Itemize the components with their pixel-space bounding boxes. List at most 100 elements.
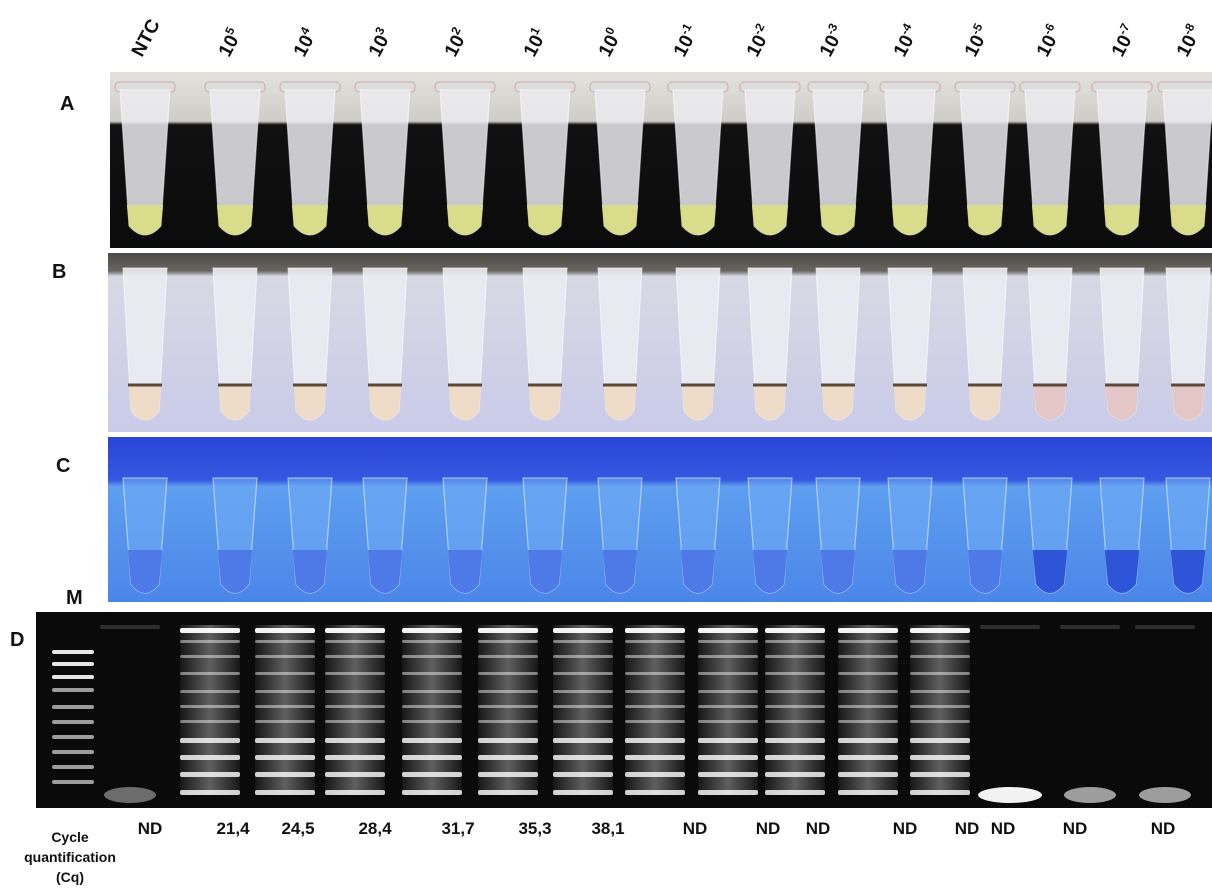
gel-lane [325,625,385,795]
gel-band [325,705,385,708]
gel-band [553,628,613,633]
gel-band [255,690,315,693]
gel-band [553,755,613,760]
gel-band [625,772,685,777]
column-label: 10-6 [1030,21,1066,61]
gel-band [765,628,825,633]
gel-band [402,790,462,795]
marker-band [52,688,94,692]
gel-band [553,705,613,708]
column-label-base: 10 [816,32,844,61]
gel-lane [838,625,898,795]
gel-band [910,790,970,795]
panel-label: A [60,93,74,115]
gel-band [402,738,462,743]
panel-label: C [56,455,70,477]
cq-value: 35,3 [518,819,551,838]
gel-band [698,772,758,777]
gel-band [625,790,685,795]
gel-band [1135,625,1195,629]
column-label-base: NTC [128,16,165,61]
gel-band [910,628,970,633]
gel-band [325,772,385,777]
gel-band [910,690,970,693]
cq-value: 31,7 [441,819,474,838]
gel-band [838,655,898,658]
column-label: 105 [212,24,246,60]
gel-band [478,720,538,723]
gel-band [553,772,613,777]
gel-band [325,628,385,633]
gel-band [1139,787,1191,803]
column-label: NTC [128,16,165,61]
gel-band [910,738,970,743]
gel-band [765,755,825,760]
gel-lane [553,625,613,795]
gel-band [402,720,462,723]
gel-band [553,790,613,795]
gel-band [1064,787,1116,803]
gel-band [180,738,240,743]
gel-band [765,720,825,723]
column-label-base: 10 [743,32,771,61]
gel-band [625,672,685,675]
gel-band [402,672,462,675]
column-label-base: 10 [670,32,698,61]
gel-band [765,672,825,675]
gel-band [325,720,385,723]
gel-band [478,738,538,743]
gel-band [100,625,160,629]
gel-band [765,738,825,743]
gel-lane [625,625,685,795]
column-label: 102 [438,24,472,60]
gel-band [838,690,898,693]
gel-band [180,690,240,693]
gel-band [625,720,685,723]
gel-band [910,640,970,643]
gel-band [255,755,315,760]
gel-band [180,772,240,777]
column-label: 10-2 [740,21,776,61]
gel-band [698,755,758,760]
cq-value: ND [138,819,163,838]
gel-band [325,755,385,760]
gel-band [698,790,758,795]
gel-band [553,690,613,693]
gel-band [478,790,538,795]
gel-band [478,640,538,643]
gel-band [838,672,898,675]
column-label: 10-4 [887,21,923,61]
gel-band [180,720,240,723]
gel-band [255,672,315,675]
marker-band [52,662,94,666]
gel-band [625,738,685,743]
column-label: 10-8 [1170,21,1206,61]
cq-value: 38,1 [591,819,624,838]
gel-band [325,655,385,658]
column-label-base: 10 [215,32,243,61]
cq-label: (Cq) [56,869,84,885]
gel-lane [910,625,970,795]
panel-label: B [52,261,66,283]
gel-band [980,625,1040,629]
gel-lane [698,625,758,795]
gel-band [255,790,315,795]
gel-band [255,655,315,658]
gel-band [478,690,538,693]
gel-band [255,720,315,723]
gel-band [553,672,613,675]
marker-band [52,780,94,784]
marker-band [52,765,94,769]
column-label: 100 [592,24,626,60]
gel-band [698,628,758,633]
gel-band [325,790,385,795]
gel-band [402,628,462,633]
gel-band [402,640,462,643]
cq-value: ND [683,819,708,838]
gel-band [255,772,315,777]
gel-band [325,738,385,743]
gel-lane [402,625,462,795]
cq-value: ND [955,819,980,838]
gel-band [910,655,970,658]
gel-band [402,690,462,693]
